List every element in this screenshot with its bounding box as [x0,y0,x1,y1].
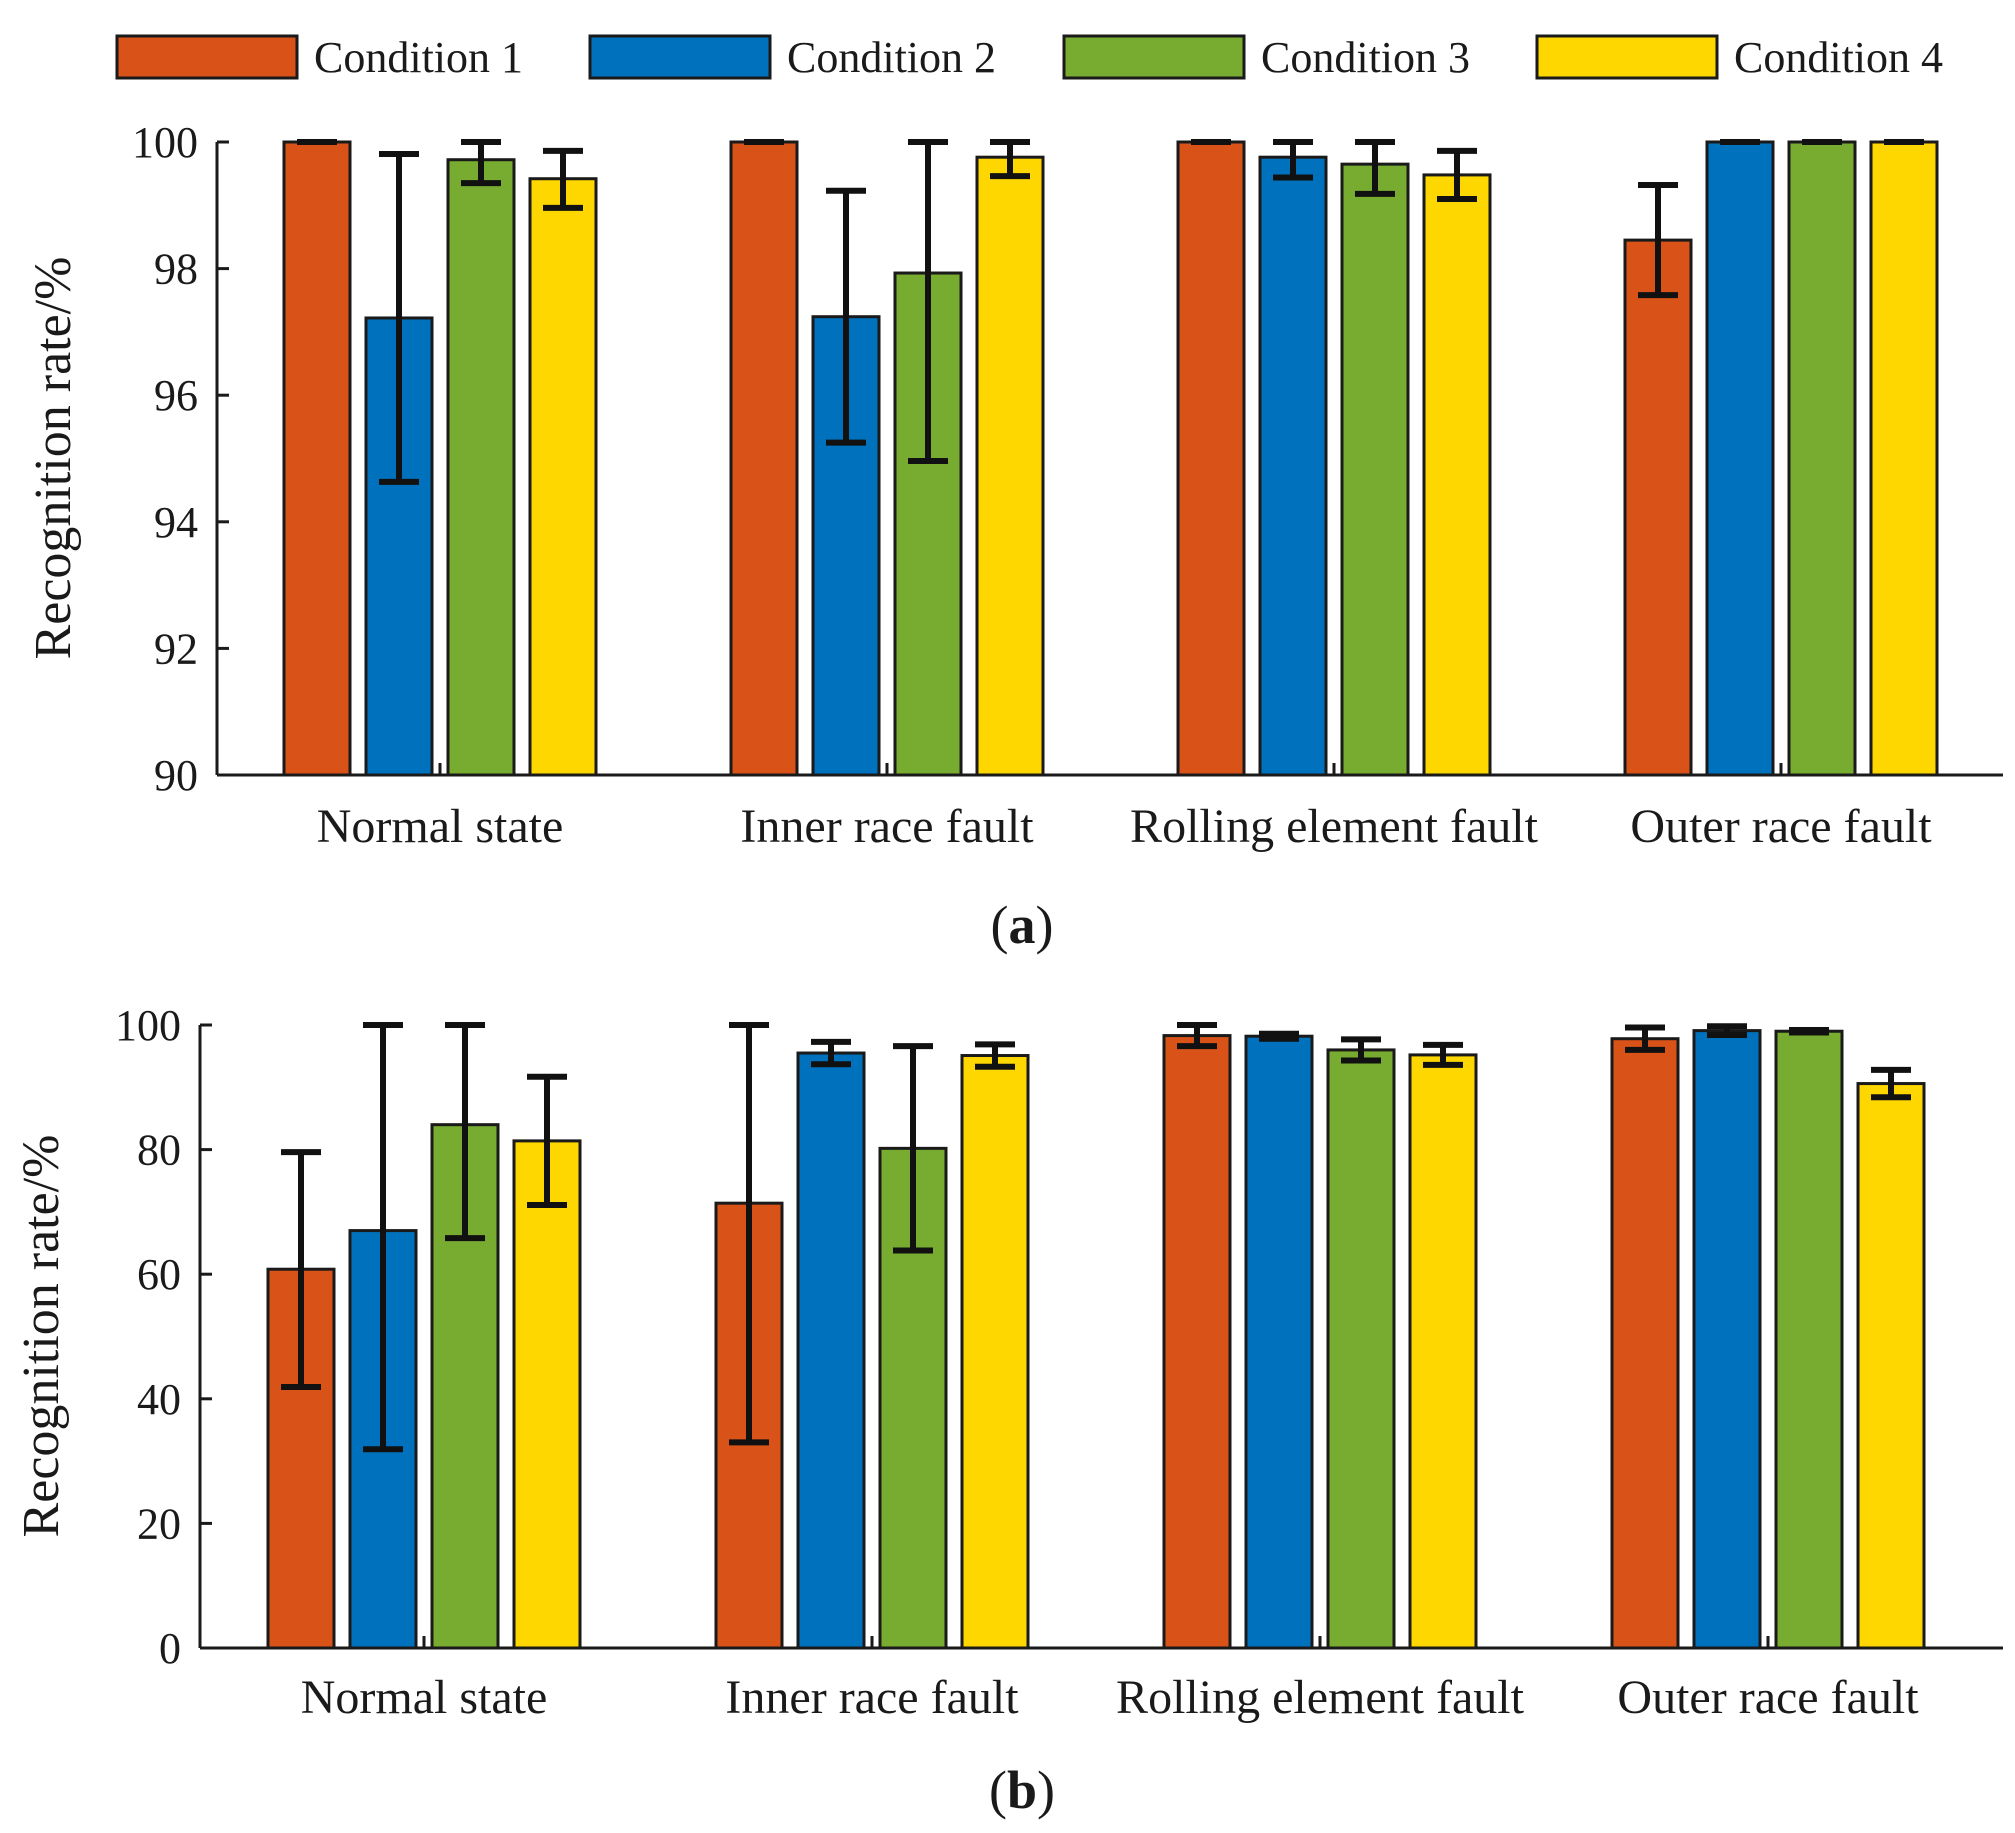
x-tick-label: Outer race fault [1630,800,1932,853]
bar [1856,1082,1926,1650]
bar [1162,1034,1232,1650]
error-bar [1423,1041,1463,1068]
legend-item: Condition 4 [1535,33,1943,82]
y-tick-label: 94 [154,498,198,547]
bar [1787,140,1857,777]
error-bar [1871,1066,1911,1101]
error-bar [1259,1030,1299,1042]
y-tick-label: 20 [137,1499,181,1548]
y-tick-label: 0 [159,1624,181,1673]
error-bar [1341,1036,1381,1064]
bar [960,1054,1030,1650]
y-tick-label: 80 [137,1126,181,1175]
chart-panel-a: 90 92 94 96 98 100 Normal state Inner race faul… [25,118,2003,955]
x-tick-label: Rolling element fault [1116,1671,1525,1724]
panel-label: (a) [991,895,1054,955]
bar [975,155,1045,777]
x-tick-label: Rolling element fault [1130,800,1539,853]
bar [1623,238,1693,777]
y-tick-label: 40 [137,1375,181,1424]
error-bar [445,1022,485,1242]
error-bar [1437,147,1477,202]
bar [446,158,516,777]
y-axis-label: Recognition rate/% [13,1135,70,1538]
error-bar [1789,1026,1829,1036]
bar [282,140,352,777]
error-bar [281,1149,321,1390]
bar [1408,1053,1478,1650]
legend: Condition 1 Condition 2 Condition 3 Conditi… [115,33,1943,82]
bar [1340,162,1410,777]
error-bar [1625,1024,1665,1053]
legend-item: Condition 2 [588,33,996,82]
bar [1869,140,1939,777]
error-bar [1707,1023,1747,1038]
error-bar [461,139,501,187]
bar [1244,1034,1314,1650]
bar [512,1139,582,1650]
bar [1774,1029,1844,1650]
error-bar [363,1022,403,1453]
error-bar [826,187,866,446]
legend-swatch [115,34,299,80]
legend-item: Condition 1 [115,33,523,82]
error-bar [729,1022,769,1446]
y-tick-label: 100 [115,1001,181,1050]
bar [1422,173,1492,777]
bar [1610,1037,1680,1650]
error-bar [527,1073,567,1209]
bar [528,177,598,777]
error-bar [908,139,948,465]
bar [1176,140,1246,777]
error-bar [1355,139,1395,197]
y-tick-label: 60 [137,1250,181,1299]
x-tick-label: Normal state [301,1671,548,1724]
y-tick-label: 92 [154,624,198,673]
bar [729,140,799,777]
error-bar [893,1043,933,1254]
legend-label: Condition 2 [787,33,996,82]
y-tick-label: 100 [132,118,198,167]
bar [796,1051,866,1650]
legend-label: Condition 4 [1734,33,1943,82]
x-tick-label: Inner race fault [740,800,1034,853]
y-tick-label: 90 [154,751,198,800]
legend-label: Condition 1 [314,33,523,82]
error-bar [811,1038,851,1068]
bar [1258,155,1328,777]
legend-item: Condition 3 [1062,33,1470,82]
bar [1705,140,1775,777]
error-bar [379,151,419,485]
y-tick-label: 96 [154,371,198,420]
y-tick-label: 98 [154,245,198,294]
panel-label: (b) [989,1760,1055,1820]
chart-panel-b: 0 20 40 60 80 100 Normal state Inner race fault… [13,1001,2003,1820]
bar [1326,1048,1396,1650]
legend-swatch [1535,34,1719,80]
legend-swatch [1062,34,1246,80]
error-bar [1638,182,1678,299]
bar [1692,1029,1762,1650]
error-bar [990,139,1030,180]
x-tick-label: Inner race fault [725,1671,1019,1724]
legend-label: Condition 3 [1261,33,1470,82]
y-axis-label: Recognition rate/% [25,257,82,660]
error-bar [1177,1022,1217,1050]
legend-swatch [588,34,772,80]
error-bar [543,147,583,211]
x-tick-label: Outer race fault [1617,1671,1919,1724]
error-bar [1273,139,1313,181]
x-tick-label: Normal state [317,800,564,853]
error-bar [975,1041,1015,1070]
